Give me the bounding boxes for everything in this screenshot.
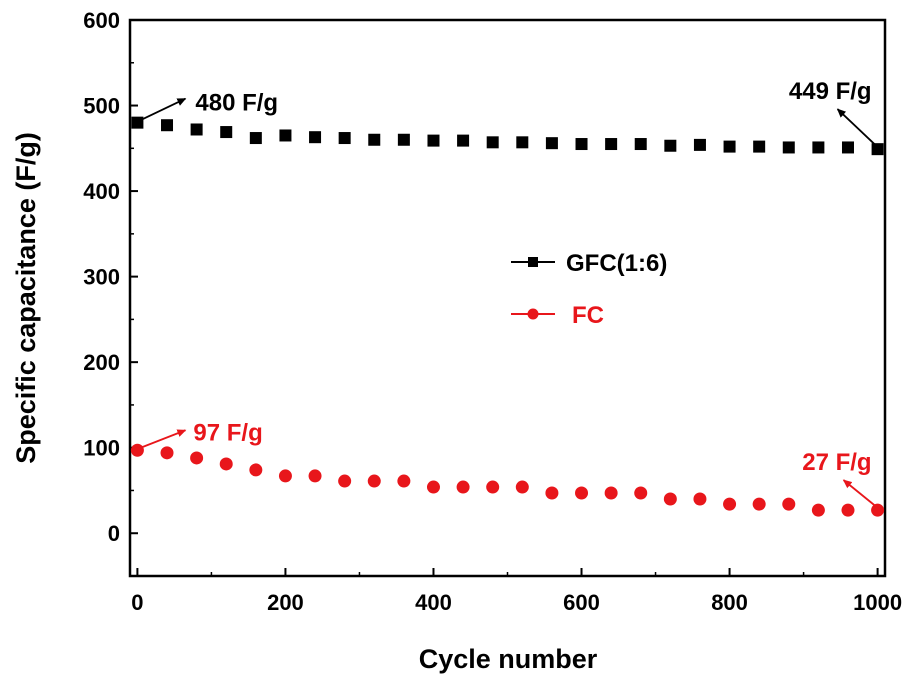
data-point (752, 497, 766, 511)
x-axis-ticks: 0 200 400 600 800 1000 (131, 568, 902, 615)
data-point (249, 132, 262, 145)
data-point (753, 140, 766, 153)
legend-label-gfc: GFC(1:6) (566, 250, 667, 277)
y-axis-ticks: 0 100 200 300 400 500 600 (83, 8, 138, 577)
annotation-arrow (139, 97, 187, 122)
data-point (278, 469, 292, 483)
y-tick-label: 500 (83, 94, 120, 119)
y-tick-label: 400 (83, 179, 120, 204)
data-point (812, 141, 825, 154)
annotation-arrow (836, 108, 877, 146)
data-point (338, 474, 352, 488)
y-tick-label: 300 (83, 265, 120, 290)
data-point (782, 141, 795, 154)
data-point (575, 486, 589, 500)
data-point (219, 457, 233, 471)
x-tick-label: 400 (415, 590, 452, 615)
data-point (871, 503, 885, 517)
data-point (516, 136, 529, 149)
data-point (782, 497, 796, 511)
data-point (427, 134, 440, 147)
x-axis-label: Cycle number (419, 644, 598, 674)
data-point (368, 133, 381, 146)
data-point (841, 503, 855, 517)
annotation-label: 97 F/g (193, 419, 262, 446)
annotation-label: 27 F/g (802, 449, 871, 476)
series-gfc (131, 116, 884, 156)
x-tick-label: 1000 (853, 590, 902, 615)
x-tick-label: 0 (131, 590, 143, 615)
data-point (871, 143, 884, 156)
data-point (663, 492, 677, 506)
data-point (131, 116, 144, 129)
annotation-label: 449 F/g (789, 78, 872, 105)
y-axis-label: Specific capacitance (F/g) (11, 132, 41, 464)
data-point (664, 139, 677, 152)
data-point (693, 138, 706, 151)
data-point (575, 138, 588, 151)
data-point (634, 486, 648, 500)
data-point (841, 141, 854, 154)
series-fc (130, 443, 885, 517)
legend-marker-gfc (528, 257, 538, 267)
y-tick-label: 0 (108, 521, 120, 546)
data-point (426, 480, 440, 494)
data-point (338, 132, 351, 145)
legend-label-fc: FC (572, 302, 604, 329)
data-point (515, 480, 529, 494)
data-point (367, 474, 381, 488)
data-point (545, 137, 558, 150)
annotation-arrow (842, 479, 877, 507)
data-point (456, 480, 470, 494)
x-tick-label: 600 (563, 590, 600, 615)
data-point (605, 138, 618, 151)
data-point (486, 136, 499, 149)
data-point (309, 131, 322, 144)
data-point (190, 451, 204, 465)
annotation-arrow (139, 429, 187, 450)
data-point (397, 474, 411, 488)
data-point (545, 486, 559, 500)
x-tick-label: 200 (267, 590, 304, 615)
annotation-label: 480 F/g (195, 90, 278, 117)
series-layer (130, 116, 885, 517)
data-point (190, 123, 203, 136)
y-tick-label: 200 (83, 350, 120, 375)
y-tick-label: 100 (83, 436, 120, 461)
data-point (130, 443, 144, 457)
annotation-layer: 480 F/g 449 F/g 97 F/g 27 F/g (139, 78, 877, 507)
data-point (723, 497, 737, 511)
data-point (457, 134, 470, 147)
data-point (279, 129, 292, 142)
legend-marker-fc (527, 308, 539, 320)
data-point (693, 492, 707, 506)
data-point (161, 119, 174, 132)
data-point (634, 138, 647, 151)
data-point (308, 469, 322, 483)
data-point (486, 480, 500, 494)
legend: GFC(1:6) FC (511, 250, 667, 329)
data-point (811, 503, 825, 517)
data-point (249, 463, 263, 477)
data-point (397, 133, 410, 146)
data-point (160, 446, 174, 460)
data-point (604, 486, 618, 500)
data-point (220, 126, 233, 139)
x-tick-label: 800 (711, 590, 748, 615)
y-tick-label: 600 (83, 8, 120, 33)
plot-area (128, 18, 887, 578)
data-point (723, 140, 736, 153)
